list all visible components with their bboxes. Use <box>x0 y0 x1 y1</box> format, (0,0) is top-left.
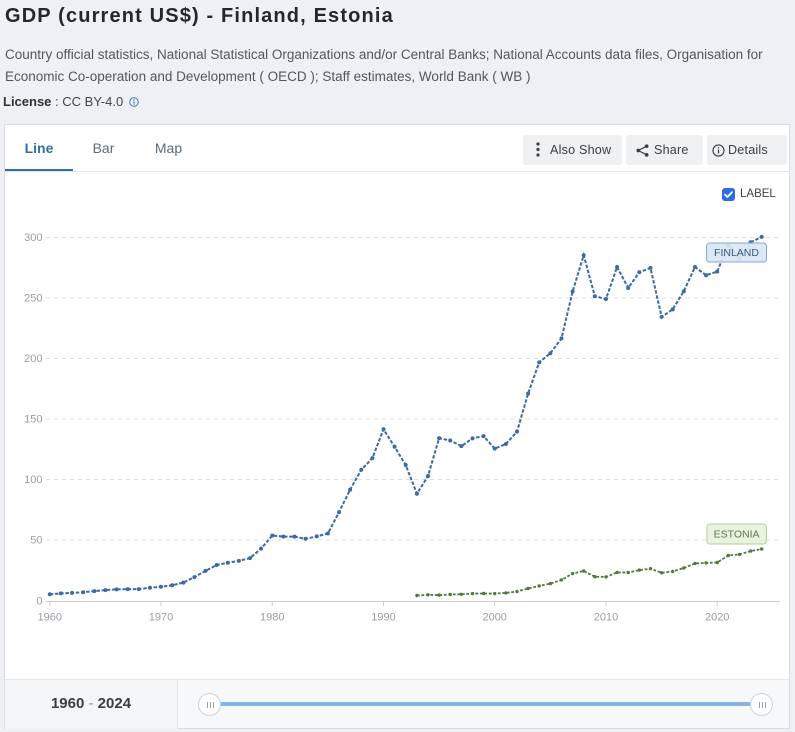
svg-text:2020: 2020 <box>705 612 729 624</box>
svg-text:100: 100 <box>24 474 42 486</box>
svg-text:1990: 1990 <box>371 612 395 624</box>
svg-text:ESTONIA: ESTONIA <box>714 529 760 541</box>
svg-text:2010: 2010 <box>594 612 618 624</box>
svg-text:1970: 1970 <box>149 612 173 624</box>
svg-text:150: 150 <box>24 414 42 426</box>
svg-text:300: 300 <box>24 232 42 244</box>
svg-text:200: 200 <box>24 353 42 365</box>
svg-text:50: 50 <box>30 535 42 547</box>
svg-text:FINLAND: FINLAND <box>714 247 759 259</box>
svg-text:1960: 1960 <box>38 612 62 624</box>
svg-text:1980: 1980 <box>260 612 284 624</box>
svg-text:0: 0 <box>36 596 42 608</box>
svg-text:2000: 2000 <box>482 612 506 624</box>
svg-text:250: 250 <box>24 293 42 305</box>
